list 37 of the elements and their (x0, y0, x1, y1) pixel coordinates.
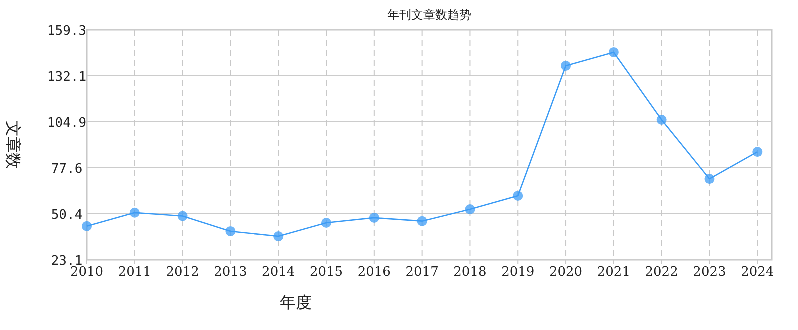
y-tick-label: 132.1 (47, 70, 87, 85)
x-tick-label: 2020 (549, 265, 583, 280)
x-tick-label: 2012 (166, 265, 200, 280)
point (226, 226, 236, 236)
y-tick-label: 77.6 (51, 162, 83, 177)
x-tick-label: 2023 (693, 265, 726, 280)
x-tick-label: 2022 (645, 265, 678, 280)
point (82, 221, 92, 232)
chart-title: 年刊文章数趋势 (388, 8, 472, 22)
x-tick-label: 2021 (597, 265, 630, 280)
point (752, 147, 763, 158)
point (369, 212, 380, 223)
x-tick-label: 2019 (502, 265, 535, 280)
y-tick-label: 104.9 (47, 116, 87, 131)
x-tick-label: 2024 (741, 265, 774, 280)
point (274, 232, 284, 242)
x-tick-label: 2014 (262, 265, 296, 280)
x-axis-title: 年度 (280, 294, 312, 312)
point (322, 218, 332, 228)
point (417, 216, 428, 226)
point (130, 208, 140, 218)
x-tick-label: 2018 (454, 265, 487, 280)
y-axis-title: 文章数 (4, 121, 22, 169)
point (656, 115, 667, 126)
y-tick-label: 159.3 (47, 24, 87, 39)
y-tick-label: 50.4 (51, 208, 83, 223)
x-tick-label: 2015 (310, 265, 344, 280)
x-tick-label: 2017 (406, 265, 439, 280)
x-tick-label: 2011 (118, 265, 152, 280)
point (513, 191, 524, 201)
x-tick-label: 2016 (358, 265, 391, 280)
point (178, 211, 188, 222)
point (608, 47, 619, 58)
point (465, 204, 476, 215)
point (704, 174, 715, 184)
x-tick-label: 2013 (214, 265, 248, 280)
point (561, 60, 572, 71)
